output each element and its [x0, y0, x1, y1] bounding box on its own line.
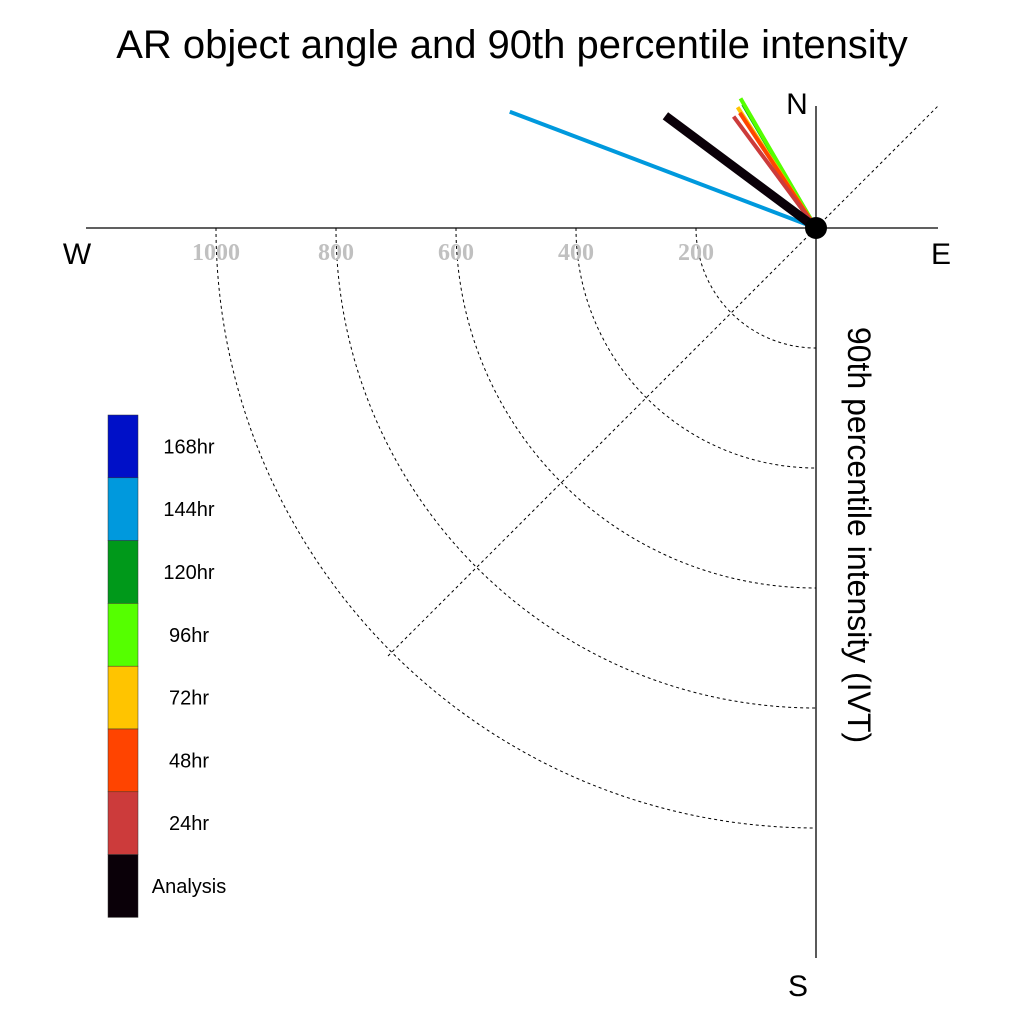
diagonal-guide	[387, 105, 939, 657]
y-axis-label: 90th percentile intensity (IVT)	[841, 327, 877, 743]
legend-swatch	[107, 540, 139, 604]
range-ring	[695, 227, 817, 349]
range-ring	[455, 227, 817, 589]
legend: 168hr 144hr 120hr 96hr 72hr 48hr 24hr Analysis	[107, 414, 226, 918]
legend-swatch	[107, 728, 139, 793]
radial-tick-label: 600	[438, 240, 474, 266]
legend-swatch	[107, 603, 139, 667]
radial-tick-label: 800	[318, 240, 354, 266]
range-ring	[215, 227, 817, 829]
legend-label: 24hr	[169, 813, 209, 835]
origin-marker	[805, 217, 827, 239]
legend-swatch	[107, 477, 139, 541]
legend-swatch	[107, 665, 139, 730]
legend-label: 144hr	[163, 499, 214, 521]
vector-24hr	[731, 115, 818, 230]
legend-label: 120hr	[163, 562, 214, 584]
legend-swatch	[107, 414, 139, 479]
legend-swatch	[107, 791, 139, 855]
vector-lines	[509, 97, 819, 232]
compass-south: S	[788, 970, 808, 1003]
vector-analysis	[662, 112, 819, 232]
radial-tick-labels: 1000 800 600 400 200	[192, 240, 714, 266]
legend-label: 96hr	[169, 625, 209, 647]
legend-swatch	[107, 854, 139, 918]
vector-144hr	[509, 109, 817, 230]
range-ring	[575, 227, 817, 469]
compass-north: N	[786, 88, 808, 121]
radial-rings	[215, 227, 817, 829]
chart-title: AR object angle and 90th percentile inte…	[116, 23, 908, 67]
radial-tick-label: 1000	[192, 240, 240, 266]
legend-label: 168hr	[163, 436, 214, 458]
compass-west: W	[63, 238, 92, 271]
legend-label: 72hr	[169, 688, 209, 710]
legend-label: 48hr	[169, 750, 209, 772]
legend-label: Analysis	[152, 876, 226, 898]
radial-tick-label: 400	[558, 240, 594, 266]
compass-east: E	[931, 238, 951, 271]
radial-tick-label: 200	[678, 240, 714, 266]
